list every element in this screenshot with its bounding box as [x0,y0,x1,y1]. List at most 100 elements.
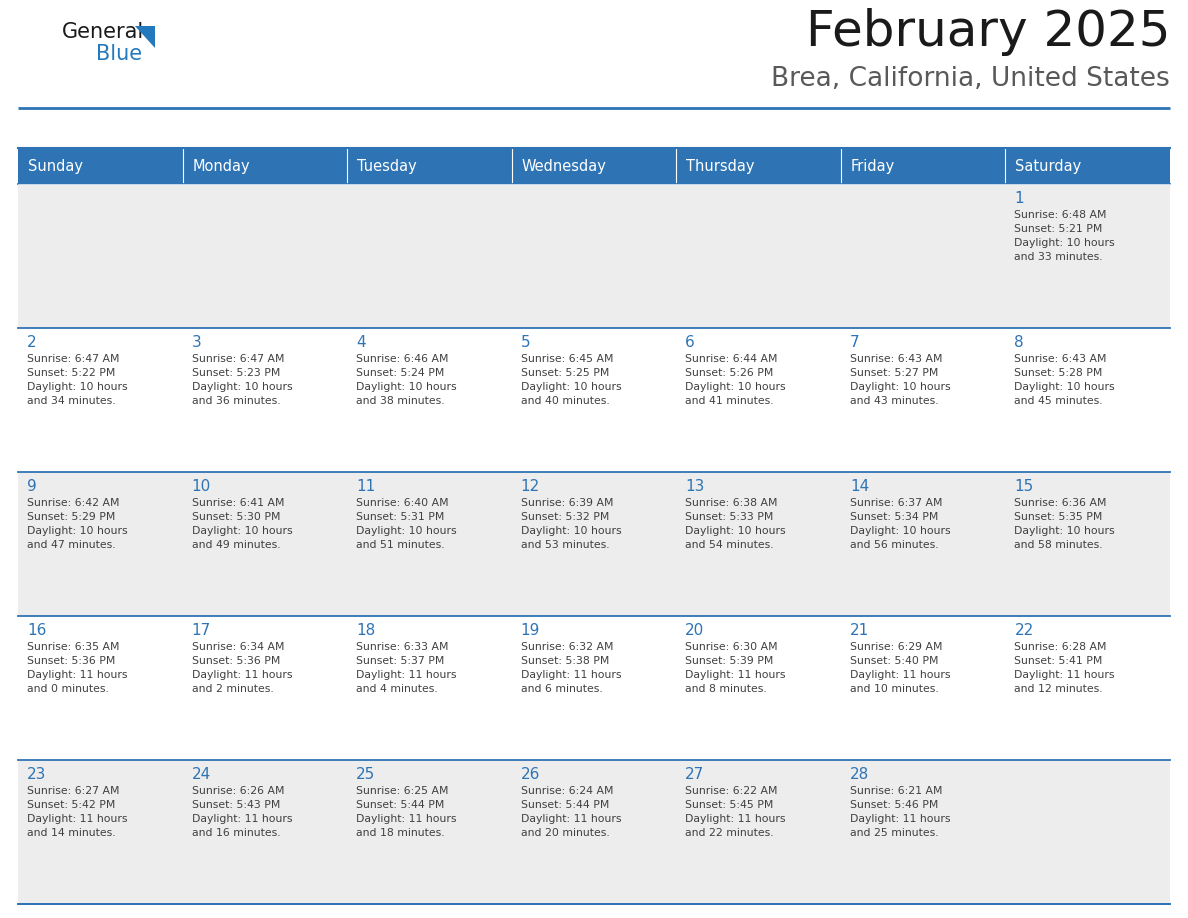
Text: 23: 23 [27,767,46,782]
Text: 14: 14 [849,479,870,494]
Bar [676,328,841,472]
Text: Sunrise: 6:34 AM
Sunset: 5:36 PM
Daylight: 11 hours
and 2 minutes.: Sunrise: 6:34 AM Sunset: 5:36 PM Dayligh… [191,642,292,694]
Bar [1005,616,1170,760]
Text: 4: 4 [356,335,366,350]
Bar [841,472,1005,616]
Text: 17: 17 [191,623,210,638]
Bar [18,472,183,616]
Polygon shape [135,26,154,48]
Bar [18,616,183,760]
Bar [512,328,676,472]
Bar [347,472,512,616]
Text: Sunrise: 6:27 AM
Sunset: 5:42 PM
Daylight: 11 hours
and 14 minutes.: Sunrise: 6:27 AM Sunset: 5:42 PM Dayligh… [27,786,127,838]
Bar [18,328,183,472]
Bar [18,148,183,184]
Text: Sunrise: 6:32 AM
Sunset: 5:38 PM
Daylight: 11 hours
and 6 minutes.: Sunrise: 6:32 AM Sunset: 5:38 PM Dayligh… [520,642,621,694]
Text: 9: 9 [27,479,37,494]
Bar [183,328,347,472]
Bar [676,472,841,616]
Text: Thursday: Thursday [687,159,754,174]
Text: Sunrise: 6:40 AM
Sunset: 5:31 PM
Daylight: 10 hours
and 51 minutes.: Sunrise: 6:40 AM Sunset: 5:31 PM Dayligh… [356,498,456,550]
Text: General: General [62,22,144,42]
Text: 19: 19 [520,623,541,638]
Text: 26: 26 [520,767,541,782]
Text: Sunrise: 6:37 AM
Sunset: 5:34 PM
Daylight: 10 hours
and 56 minutes.: Sunrise: 6:37 AM Sunset: 5:34 PM Dayligh… [849,498,950,550]
Bar [1005,760,1170,904]
Text: Sunrise: 6:28 AM
Sunset: 5:41 PM
Daylight: 11 hours
and 12 minutes.: Sunrise: 6:28 AM Sunset: 5:41 PM Dayligh… [1015,642,1114,694]
Bar [512,616,676,760]
Text: Sunrise: 6:44 AM
Sunset: 5:26 PM
Daylight: 10 hours
and 41 minutes.: Sunrise: 6:44 AM Sunset: 5:26 PM Dayligh… [685,354,786,406]
Bar [183,616,347,760]
Text: Tuesday: Tuesday [358,159,417,174]
Bar [841,328,1005,472]
Text: 15: 15 [1015,479,1034,494]
Text: 18: 18 [356,623,375,638]
Text: 24: 24 [191,767,210,782]
Text: Sunrise: 6:33 AM
Sunset: 5:37 PM
Daylight: 11 hours
and 4 minutes.: Sunrise: 6:33 AM Sunset: 5:37 PM Dayligh… [356,642,456,694]
Bar [1005,148,1170,184]
Text: 6: 6 [685,335,695,350]
Text: Sunrise: 6:24 AM
Sunset: 5:44 PM
Daylight: 11 hours
and 20 minutes.: Sunrise: 6:24 AM Sunset: 5:44 PM Dayligh… [520,786,621,838]
Bar [676,760,841,904]
Bar [18,184,183,328]
Bar [512,472,676,616]
Text: Blue: Blue [96,44,143,64]
Bar [841,184,1005,328]
Text: 5: 5 [520,335,530,350]
Text: 20: 20 [685,623,704,638]
Bar [841,760,1005,904]
Text: Sunrise: 6:46 AM
Sunset: 5:24 PM
Daylight: 10 hours
and 38 minutes.: Sunrise: 6:46 AM Sunset: 5:24 PM Dayligh… [356,354,456,406]
Text: 1: 1 [1015,191,1024,206]
Text: Sunrise: 6:35 AM
Sunset: 5:36 PM
Daylight: 11 hours
and 0 minutes.: Sunrise: 6:35 AM Sunset: 5:36 PM Dayligh… [27,642,127,694]
Text: Monday: Monday [192,159,251,174]
Text: Sunrise: 6:41 AM
Sunset: 5:30 PM
Daylight: 10 hours
and 49 minutes.: Sunrise: 6:41 AM Sunset: 5:30 PM Dayligh… [191,498,292,550]
Bar [183,148,347,184]
Text: 13: 13 [685,479,704,494]
Bar [512,184,676,328]
Bar [512,760,676,904]
Text: Sunrise: 6:47 AM
Sunset: 5:23 PM
Daylight: 10 hours
and 36 minutes.: Sunrise: 6:47 AM Sunset: 5:23 PM Dayligh… [191,354,292,406]
Text: 16: 16 [27,623,46,638]
Text: 28: 28 [849,767,870,782]
Text: Sunrise: 6:45 AM
Sunset: 5:25 PM
Daylight: 10 hours
and 40 minutes.: Sunrise: 6:45 AM Sunset: 5:25 PM Dayligh… [520,354,621,406]
Bar [183,760,347,904]
Text: Saturday: Saturday [1016,159,1082,174]
Bar [841,616,1005,760]
Text: Sunday: Sunday [29,159,83,174]
Text: 8: 8 [1015,335,1024,350]
Text: 3: 3 [191,335,201,350]
Bar [676,148,841,184]
Bar [183,472,347,616]
Bar [347,760,512,904]
Text: Brea, California, United States: Brea, California, United States [771,66,1170,92]
Text: Sunrise: 6:48 AM
Sunset: 5:21 PM
Daylight: 10 hours
and 33 minutes.: Sunrise: 6:48 AM Sunset: 5:21 PM Dayligh… [1015,210,1116,262]
Text: Sunrise: 6:47 AM
Sunset: 5:22 PM
Daylight: 10 hours
and 34 minutes.: Sunrise: 6:47 AM Sunset: 5:22 PM Dayligh… [27,354,127,406]
Text: Wednesday: Wednesday [522,159,607,174]
Text: Sunrise: 6:26 AM
Sunset: 5:43 PM
Daylight: 11 hours
and 16 minutes.: Sunrise: 6:26 AM Sunset: 5:43 PM Dayligh… [191,786,292,838]
Text: 10: 10 [191,479,210,494]
Bar [1005,472,1170,616]
Text: 11: 11 [356,479,375,494]
Bar [841,148,1005,184]
Bar [676,616,841,760]
Text: Sunrise: 6:29 AM
Sunset: 5:40 PM
Daylight: 11 hours
and 10 minutes.: Sunrise: 6:29 AM Sunset: 5:40 PM Dayligh… [849,642,950,694]
Bar [347,148,512,184]
Text: 2: 2 [27,335,37,350]
Text: 7: 7 [849,335,859,350]
Text: Sunrise: 6:21 AM
Sunset: 5:46 PM
Daylight: 11 hours
and 25 minutes.: Sunrise: 6:21 AM Sunset: 5:46 PM Dayligh… [849,786,950,838]
Bar [347,184,512,328]
Text: Sunrise: 6:42 AM
Sunset: 5:29 PM
Daylight: 10 hours
and 47 minutes.: Sunrise: 6:42 AM Sunset: 5:29 PM Dayligh… [27,498,127,550]
Bar [1005,184,1170,328]
Text: Friday: Friday [851,159,895,174]
Bar [1005,328,1170,472]
Text: Sunrise: 6:43 AM
Sunset: 5:28 PM
Daylight: 10 hours
and 45 minutes.: Sunrise: 6:43 AM Sunset: 5:28 PM Dayligh… [1015,354,1116,406]
Bar [347,616,512,760]
Bar [347,328,512,472]
Bar [512,148,676,184]
Text: 22: 22 [1015,623,1034,638]
Text: Sunrise: 6:43 AM
Sunset: 5:27 PM
Daylight: 10 hours
and 43 minutes.: Sunrise: 6:43 AM Sunset: 5:27 PM Dayligh… [849,354,950,406]
Text: Sunrise: 6:30 AM
Sunset: 5:39 PM
Daylight: 11 hours
and 8 minutes.: Sunrise: 6:30 AM Sunset: 5:39 PM Dayligh… [685,642,785,694]
Text: 27: 27 [685,767,704,782]
Text: 25: 25 [356,767,375,782]
Text: 21: 21 [849,623,870,638]
